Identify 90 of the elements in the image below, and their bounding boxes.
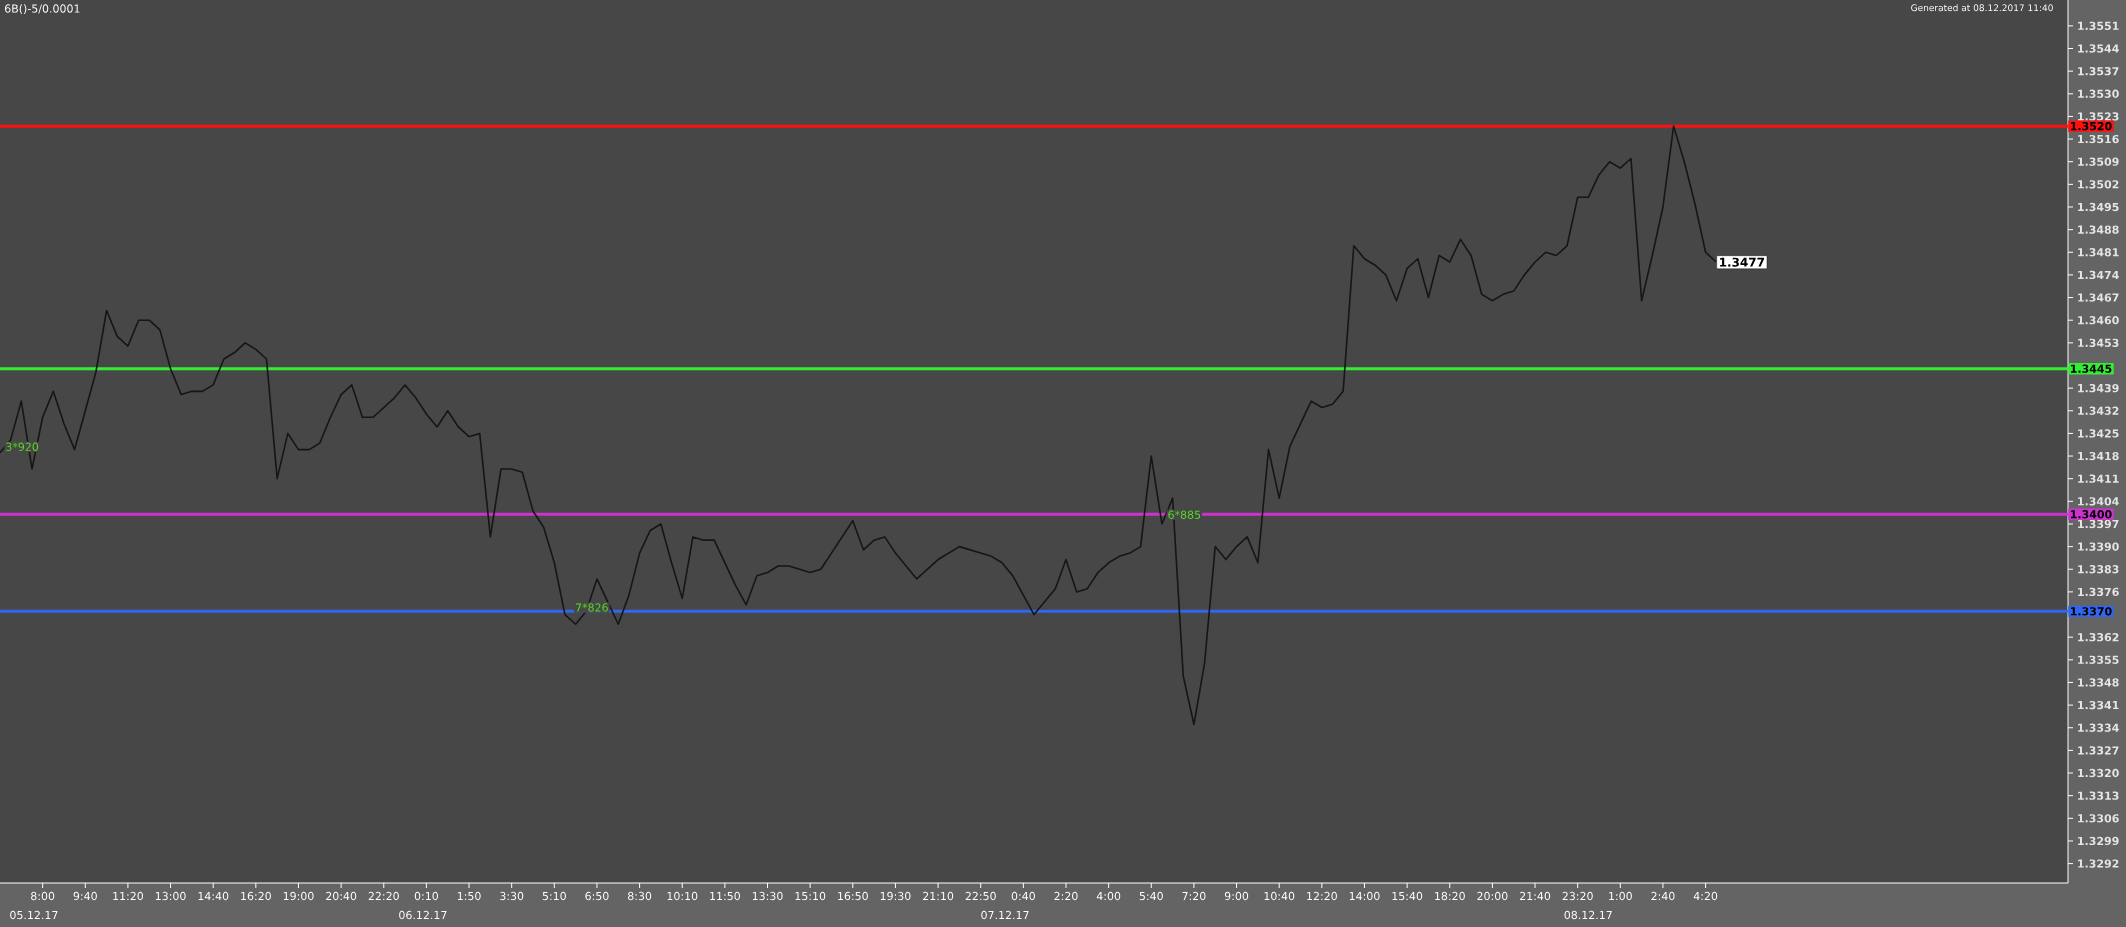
x-tick-label: 3:30	[500, 891, 524, 901]
x-tick-label: 23:20	[1562, 891, 1593, 901]
annotation: 1.3477	[1720, 257, 1765, 267]
x-tick-label: 16:20	[241, 891, 271, 901]
y-tick-label: 1.3439	[2078, 383, 2119, 393]
x-tick-label: 4:00	[1096, 891, 1121, 901]
y-tick-label: 1.3488	[2078, 225, 2119, 234]
x-tick-label: 11:50	[710, 891, 740, 901]
y-tick-label: 1.3397	[2078, 519, 2119, 529]
y-tick-label: 1.3334	[2078, 723, 2119, 732]
y-tick-label: 1.3453	[2078, 338, 2119, 347]
x-tick-label: 9:00	[1224, 891, 1249, 901]
x-tick-label: 0:10	[414, 891, 439, 901]
y-tick-label: 1.3523	[2078, 112, 2119, 121]
y-tick-label: 1.3425	[2078, 429, 2119, 438]
y-tick-label: 1.3502	[2078, 180, 2119, 189]
y-tick-label: 1.3383	[2078, 565, 2119, 574]
x-tick-label: 12:20	[1307, 891, 1337, 901]
x-tick-label: 15:10	[795, 891, 826, 901]
x-tick-label: 8:00	[31, 891, 55, 901]
y-tick-label: 1.3313	[2078, 791, 2119, 800]
x-tick-label: 5:40	[1139, 891, 1163, 901]
y-tick-label: 1.3327	[2078, 746, 2119, 755]
ref-line-label: 1.3400	[2070, 510, 2112, 519]
y-tick-label: 1.3537	[2078, 66, 2119, 76]
y-tick-label: 1.3292	[2078, 859, 2119, 868]
x-tick-label: 9:40	[73, 891, 97, 901]
x-tick-label: 13:00	[155, 891, 186, 901]
x-tick-label: 1:50	[457, 891, 481, 901]
x-tick-label: 7:20	[1182, 891, 1206, 901]
ref-line-label: 1.3370	[2070, 607, 2112, 616]
y-tick-label: 1.3355	[2078, 655, 2119, 664]
x-tick-label: 18:20	[1435, 891, 1465, 901]
x-tick-label: 19:00	[283, 891, 314, 901]
x-tick-label: 5:10	[542, 891, 566, 901]
x-tick-label: 14:40	[198, 891, 229, 901]
x-tick-label: 1:00	[1609, 891, 1632, 901]
y-tick-label: 1.3341	[2078, 700, 2119, 710]
x-tick-label: 13:30	[752, 891, 783, 901]
x-tick-label: 11:20	[113, 891, 144, 901]
x-tick-label: 21:40	[1519, 891, 1551, 901]
y-tick-label: 1.3509	[2078, 157, 2119, 166]
y-tick-label: 1.3544	[2078, 44, 2119, 53]
y-tick-label: 1.3404	[2078, 497, 2119, 506]
x-tick-label: 15:40	[1392, 891, 1423, 901]
x-tick-label: 2:20	[1054, 891, 1078, 901]
x-tick-label: 21:10	[923, 891, 954, 901]
ref-line-label: 1.3520	[2070, 121, 2112, 131]
y-tick-label: 1.3516	[2078, 134, 2119, 144]
x-tick-label: 14:00	[1349, 891, 1380, 901]
text: 06.12.17	[399, 910, 447, 920]
y-tick-label: 1.3390	[2078, 542, 2119, 551]
y-tick-label: 1.3320	[2078, 768, 2119, 778]
y-tick-label: 1.3348	[2078, 678, 2119, 687]
annotation: 3*920	[6, 442, 39, 451]
y-tick-label: 1.3467	[2078, 293, 2119, 302]
text: 08.12.17	[1564, 910, 1612, 920]
y-tick-label: 1.3418	[2078, 451, 2119, 461]
y-tick-label: 1.3495	[2078, 202, 2119, 212]
x-tick-label: 8:30	[627, 891, 652, 901]
y-tick-label: 1.3530	[2078, 89, 2119, 98]
x-tick-label: 20:00	[1477, 891, 1508, 901]
y-tick-label: 1.3551	[2078, 21, 2119, 31]
annotation: 6*885	[1168, 510, 1201, 519]
y-tick-label: 1.3411	[2078, 474, 2119, 483]
ref-line-label: 1.3445	[2070, 364, 2112, 373]
x-tick-label: 19:30	[880, 891, 911, 901]
x-tick-label: 22:50	[965, 891, 996, 901]
y-tick-label: 1.3376	[2078, 587, 2119, 597]
x-tick-label: 4:20	[1693, 891, 1718, 901]
y-tick-label: 1.3460	[2078, 316, 2119, 325]
x-tick-label: 22:20	[368, 891, 399, 901]
x-tick-label: 0:40	[1011, 891, 1035, 901]
x-tick-label: 6:50	[585, 891, 609, 901]
text: 05.12.17	[10, 910, 58, 920]
chart-title: 6B()-5/0.0001	[4, 4, 80, 14]
y-tick-label: 1.3474	[2078, 270, 2119, 280]
y-tick-label: 1.3481	[2078, 248, 2119, 257]
y-tick-label: 1.3362	[2078, 633, 2119, 642]
annotation: 7*826	[575, 603, 608, 612]
chart-subtitle: Generated at 08.12.2017 11:40	[1911, 4, 2053, 12]
x-tick-label: 20:40	[326, 891, 357, 901]
text: 07.12.17	[981, 910, 1029, 920]
x-tick-label: 10:40	[1264, 891, 1295, 901]
y-tick-label: 1.3432	[2078, 406, 2119, 415]
y-tick-label: 1.3299	[2078, 836, 2119, 846]
x-tick-label: 2:40	[1651, 891, 1675, 901]
x-tick-label: 10:10	[667, 891, 698, 901]
y-tick-label: 1.3306	[2078, 814, 2119, 823]
x-tick-label: 16:50	[838, 891, 868, 901]
